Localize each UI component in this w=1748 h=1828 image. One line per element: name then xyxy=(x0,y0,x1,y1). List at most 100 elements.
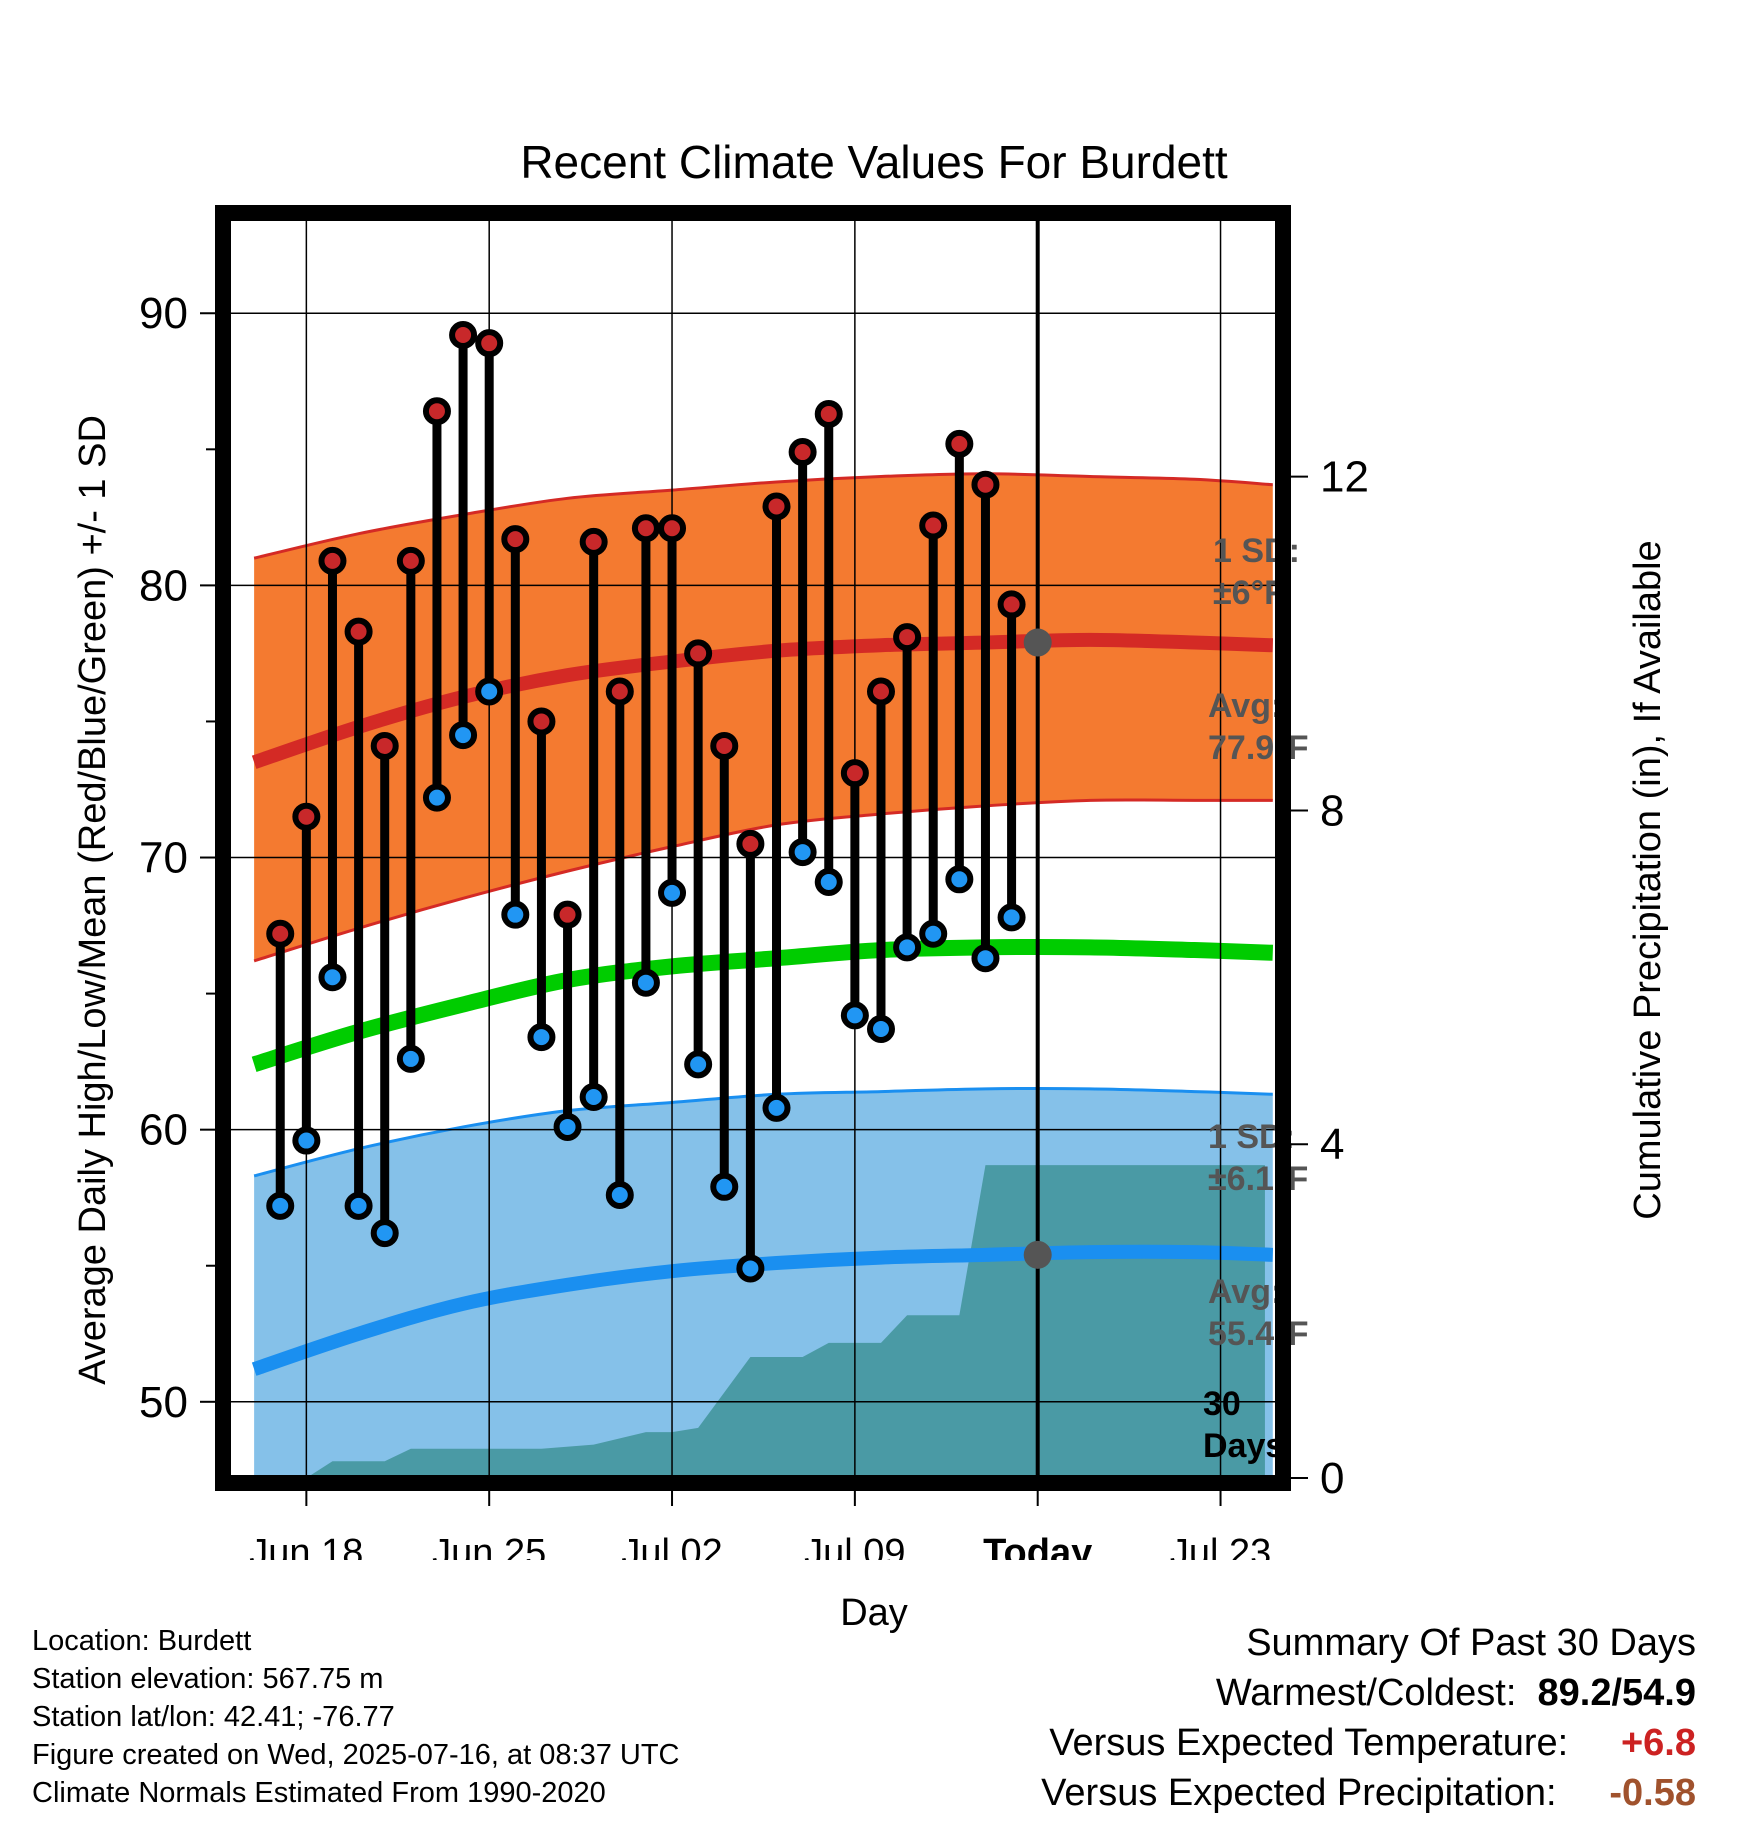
summary-precip-row: Versus Expected Precipitation: -0.58 xyxy=(1041,1772,1696,1815)
high-sd-band-upper-edge xyxy=(253,472,1273,560)
normal-low-line xyxy=(251,1244,1274,1376)
y2-tick-label: 8 xyxy=(1320,786,1344,835)
summary-precip-label: Versus Expected Precipitation: xyxy=(1041,1772,1557,1814)
info-location: Location: Burdett xyxy=(32,1625,252,1657)
daily-low-point xyxy=(527,1023,556,1052)
window-annotation-line: 30 xyxy=(1203,1385,1241,1423)
info-created: Figure created on Wed, 2025-07-16, at 08… xyxy=(32,1739,680,1771)
daily-high-point xyxy=(631,514,660,543)
daily-high-point xyxy=(292,802,321,831)
daily-low-point xyxy=(266,1191,295,1220)
daily-high-point xyxy=(710,731,739,760)
x-tick-label: Jun 18 xyxy=(249,1532,363,1560)
x-tick-label: Jun 25 xyxy=(432,1532,546,1560)
summary-warm-value: 89.2/54.9 xyxy=(1537,1672,1696,1714)
y-tick-label: 60 xyxy=(139,1106,188,1155)
info-latlon: Station lat/lon: 42.41; -76.77 xyxy=(32,1701,395,1733)
daily-low-point xyxy=(292,1126,321,1155)
daily-high-point xyxy=(814,399,843,428)
daily-high-point xyxy=(788,438,817,467)
high-avg-annotation-line: Avg: xyxy=(1208,687,1282,725)
daily-low-point xyxy=(762,1093,791,1122)
daily-low-point xyxy=(919,919,948,948)
y-axis-label: Average Daily High/Low/Mean (Red/Blue/Gr… xyxy=(72,415,114,1385)
daily-high-point xyxy=(997,590,1026,619)
station-info: Location: Burdett Station elevation: 567… xyxy=(32,1622,680,1812)
x-axis-label-svg: Day xyxy=(840,1592,908,1634)
daily-low-point xyxy=(866,1014,895,1043)
low-sd-annotation-line: ±6.1°F xyxy=(1208,1160,1308,1198)
daily-high-point xyxy=(553,900,582,929)
daily-high-point xyxy=(344,617,373,646)
daily-high-point xyxy=(971,470,1000,499)
daily-low-point xyxy=(840,1001,869,1030)
y-tick-label: 70 xyxy=(139,834,188,883)
daily-high-point xyxy=(840,759,869,788)
y2-tick-label: 12 xyxy=(1320,453,1369,502)
climate-chart: Recent Climate Values For Burdett 1 SD: ±… xyxy=(139,136,1369,1560)
x-tick-label: Jul 09 xyxy=(804,1532,905,1560)
high-avg-annotation: Avg: 77.9°F xyxy=(1208,687,1309,767)
today-high-avg-marker xyxy=(1023,628,1052,657)
daily-high-point xyxy=(736,829,765,858)
daily-low-point xyxy=(318,963,347,992)
daily-high-point xyxy=(945,429,974,458)
summary-heading: Summary Of Past 30 Days xyxy=(1246,1622,1696,1664)
precip-area xyxy=(254,1165,1265,1478)
daily-low-point xyxy=(945,865,974,894)
y2-tick-label: 0 xyxy=(1320,1454,1344,1503)
daily-high-point xyxy=(866,677,895,706)
info-elevation: Station elevation: 567.75 m xyxy=(32,1663,384,1695)
x-axis-day-label: Day xyxy=(840,1592,908,1634)
y2-axis-label-svg: Cumulative Precipitation (in), If Availa… xyxy=(1627,540,1669,1219)
low-avg-annotation: Avg: 55.4°F xyxy=(1208,1273,1309,1353)
daily-high-point xyxy=(449,321,478,350)
plot-frame xyxy=(215,205,1291,1491)
daily-high-point xyxy=(422,397,451,426)
daily-low-point xyxy=(997,903,1026,932)
y-axis-label-svg: Average Daily High/Low/Mean (Red/Blue/Gr… xyxy=(72,415,114,1385)
chart-title: Recent Climate Values For Burdett xyxy=(520,136,1228,188)
daily-low-point xyxy=(684,1050,713,1079)
daily-high-point xyxy=(501,525,530,554)
y-tick-label: 80 xyxy=(139,561,188,610)
daily-high-point xyxy=(579,527,608,556)
daily-high-point xyxy=(658,514,687,543)
daily-low-point xyxy=(579,1083,608,1112)
summary-temp-row: Versus Expected Temperature: +6.8 xyxy=(1049,1722,1696,1765)
daily-low-point xyxy=(344,1191,373,1220)
daily-low-point xyxy=(736,1254,765,1283)
daily-low-point xyxy=(370,1219,399,1248)
daily-high-point xyxy=(475,329,504,358)
low-avg-annotation-line: 55.4°F xyxy=(1208,1315,1309,1353)
daily-high-point xyxy=(396,546,425,575)
daily-low-point xyxy=(631,968,660,997)
y2-tick-label: 4 xyxy=(1320,1120,1344,1169)
daily-low-point xyxy=(893,933,922,962)
x-tick-label: Jul 23 xyxy=(1170,1532,1271,1560)
summary-temp-label: Versus Expected Temperature: xyxy=(1049,1722,1569,1764)
y2-axis-label: Cumulative Precipitation (in), If Availa… xyxy=(1627,540,1669,1219)
x-tick-label: Jul 02 xyxy=(621,1532,722,1560)
daily-low-point xyxy=(553,1112,582,1141)
daily-low-point xyxy=(971,944,1000,973)
daily-low-point xyxy=(475,677,504,706)
y-tick-label: 50 xyxy=(139,1378,188,1427)
high-avg-annotation-line: 77.9°F xyxy=(1208,729,1309,767)
summary-warm-label: Warmest/Coldest: xyxy=(1215,1672,1517,1714)
daily-high-point xyxy=(605,677,634,706)
daily-low-point xyxy=(658,878,687,907)
summary-precip-value: -0.58 xyxy=(1609,1772,1696,1814)
summary-warm-row: Warmest/Coldest: 89.2/54.9 xyxy=(1216,1672,1696,1715)
window-annotation-line: Days xyxy=(1203,1427,1284,1465)
y-tick-label: 90 xyxy=(139,289,188,338)
daily-low-point xyxy=(710,1172,739,1201)
today-low-avg-marker xyxy=(1023,1240,1052,1269)
daily-high-point xyxy=(527,707,556,736)
daily-high-point xyxy=(893,623,922,652)
daily-high-point xyxy=(762,492,791,521)
daily-high-point xyxy=(684,639,713,668)
plot-area xyxy=(228,218,1278,1478)
daily-low-point xyxy=(396,1044,425,1073)
daily-high-point xyxy=(919,511,948,540)
